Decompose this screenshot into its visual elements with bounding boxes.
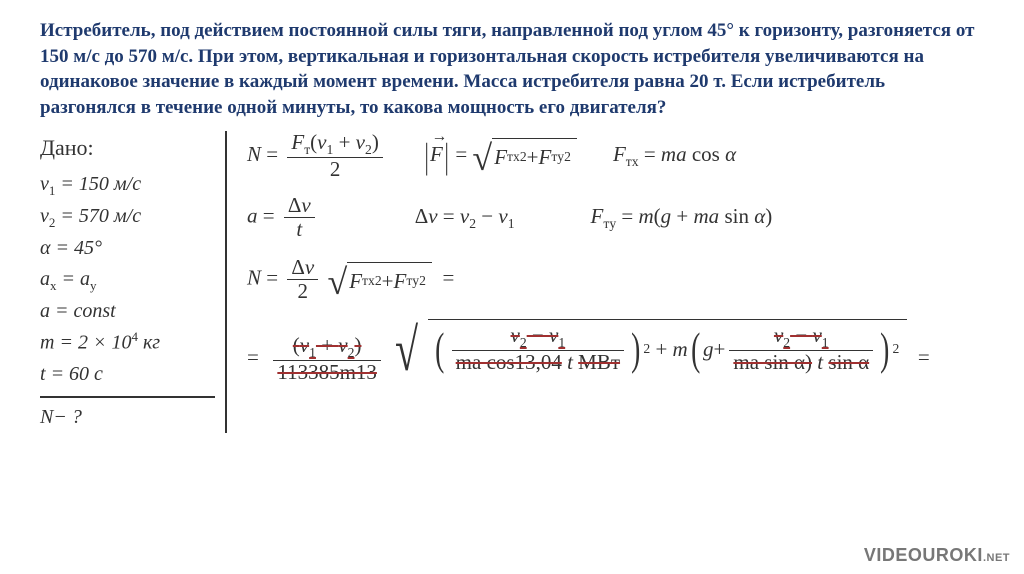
eq-a: a = Δv t [247, 194, 319, 241]
given-time: t = 60 с [40, 359, 215, 390]
eq-Fty: Fтy = m(g + ma sin α) [591, 204, 773, 232]
given-axay: ax = ay [40, 264, 215, 296]
watermark: VIDEOUROKI.NET [864, 545, 1010, 566]
eq-dv: Δv = v2 − v1 [415, 204, 515, 232]
eq-Ftx: Fтx = ma cos α [613, 142, 736, 170]
given-column: Дано: v1 = 150 м/с v2 = 570 м/с α = 45° … [40, 131, 227, 433]
given-mass: m = 2 × 104 кг [40, 327, 215, 359]
watermark-text: VIDEOUROKI [864, 545, 983, 565]
given-aconst: a = const [40, 296, 215, 327]
given-find: N− ? [40, 396, 215, 433]
eq-N-avg: N = Fт(v1 + v2) 2 [247, 131, 387, 181]
solution-body: Дано: v1 = 150 м/с v2 = 570 м/с α = 45° … [40, 131, 984, 433]
row-2: a = Δv t Δv = v2 − v1 Fтy = m(g + ma sin… [247, 193, 984, 243]
eq-N-sub: N = Δv 2 √ Fтx2 + Fтy2 = [247, 256, 454, 303]
given-v1: v1 = 150 м/с [40, 169, 215, 201]
final-expression: = (v1 + v2) 113385m13 √ ( v2 − v1 ma cos… [247, 317, 930, 384]
problem-statement: Истребитель, под действием постоянной си… [40, 18, 984, 121]
eq-F-magnitude: |F| = √ Fтx2 + Fтy2 [423, 135, 577, 177]
given-title: Дано: [40, 131, 215, 165]
row-3: N = Δv 2 √ Fтx2 + Fтy2 = [247, 255, 984, 305]
row-4-final: = (v1 + v2) 113385m13 √ ( v2 − v1 ma cos… [247, 317, 984, 384]
derivation-column: N = Fт(v1 + v2) 2 |F| = √ Fтx2 + Fтy2 [227, 131, 984, 385]
page-root: Истребитель, под действием постоянной си… [0, 0, 1024, 574]
given-alpha: α = 45° [40, 233, 215, 264]
row-1: N = Fт(v1 + v2) 2 |F| = √ Fтx2 + Fтy2 [247, 131, 984, 181]
given-v2: v2 = 570 м/с [40, 201, 215, 233]
watermark-suffix: .NET [983, 552, 1010, 564]
